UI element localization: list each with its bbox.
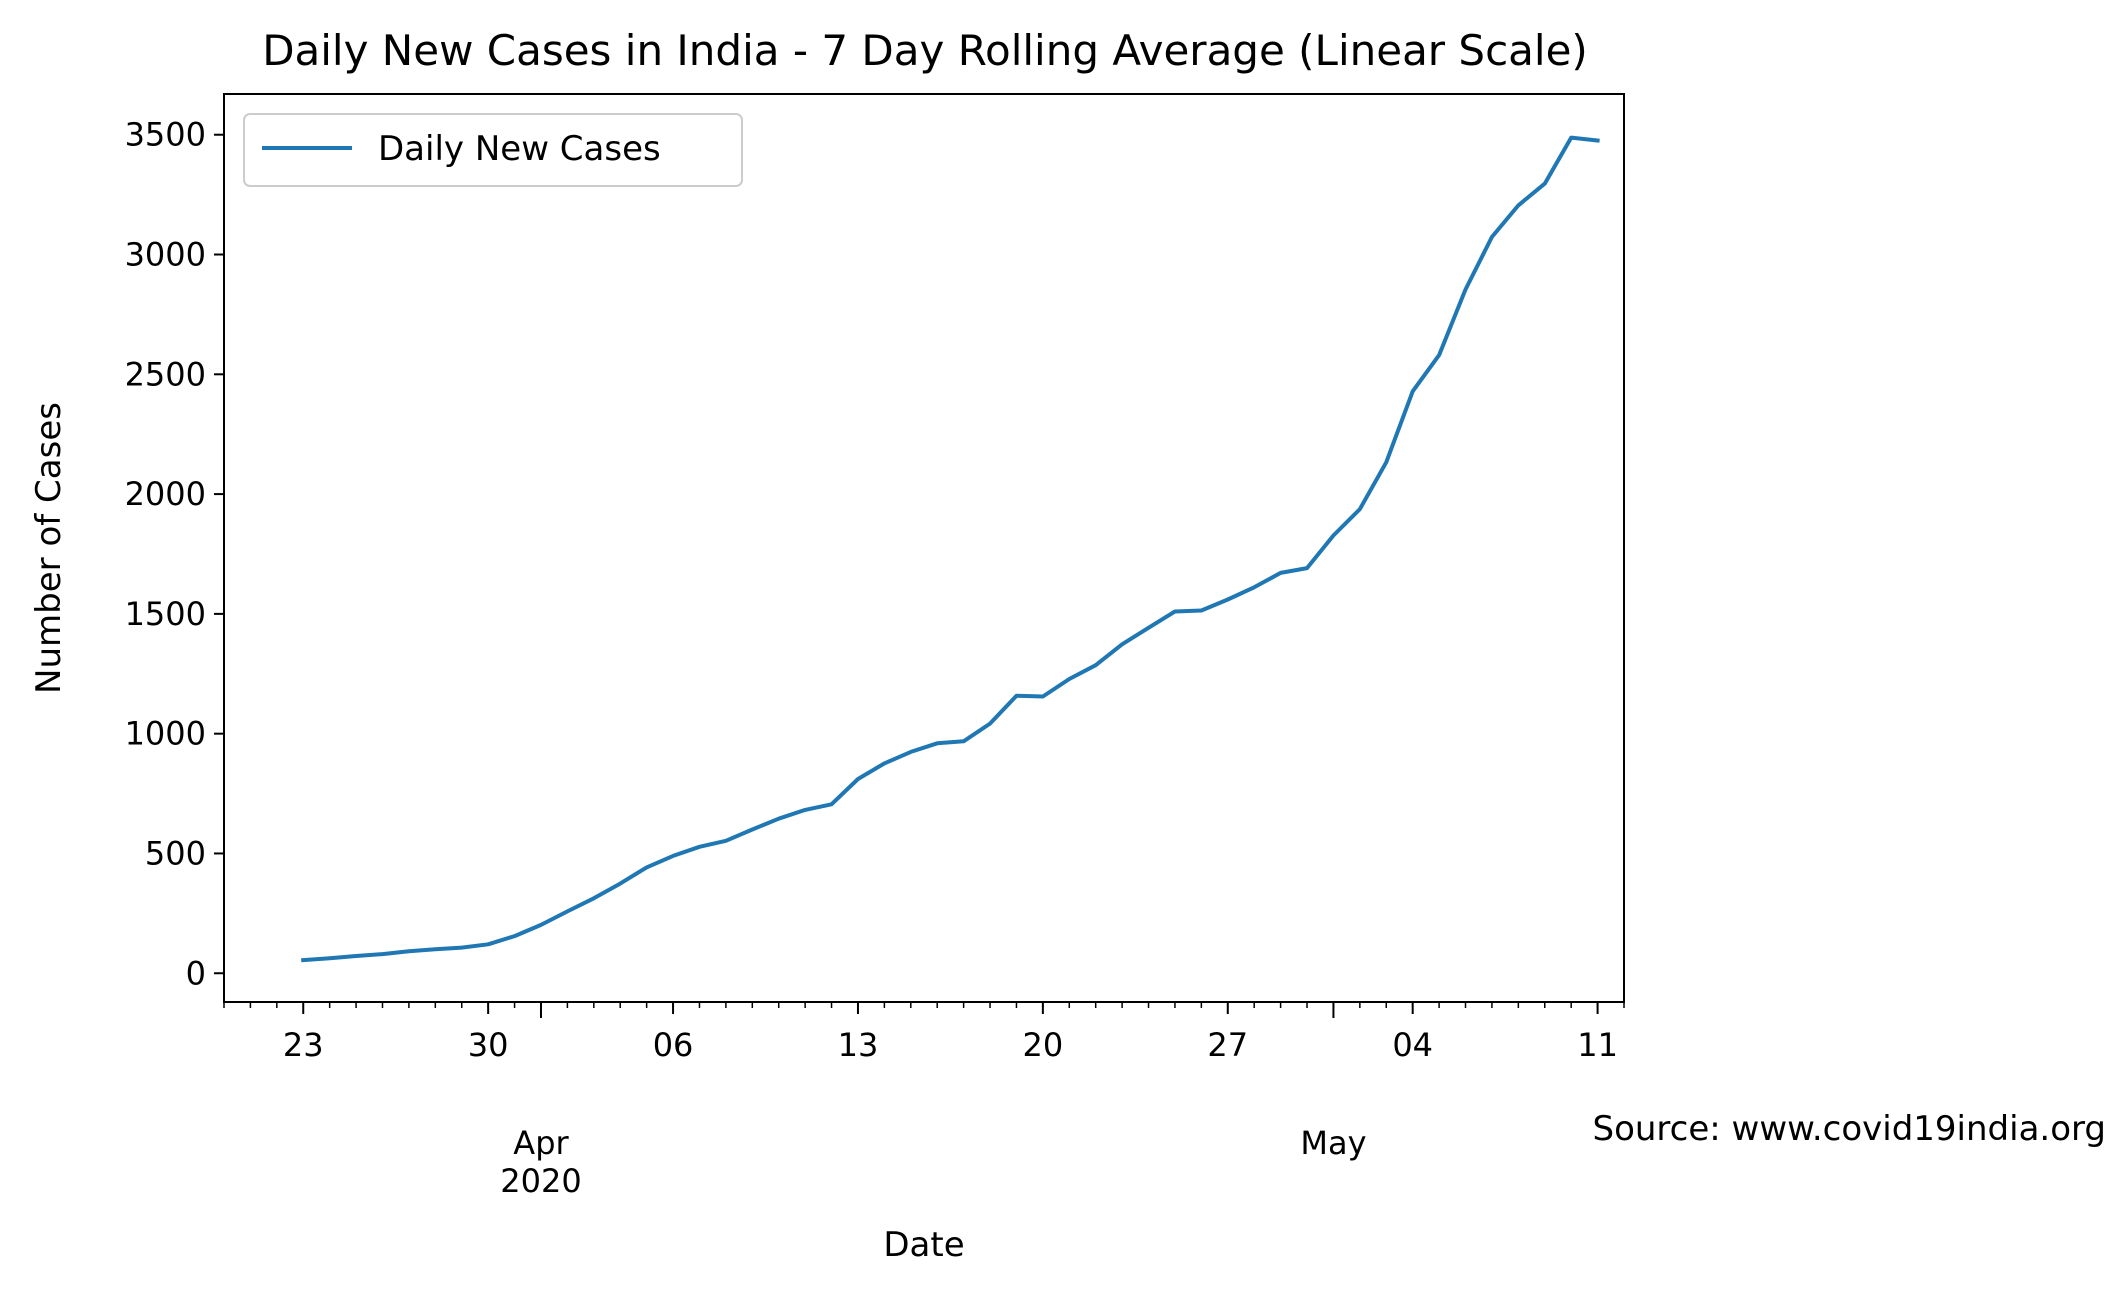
x-month-label: Apr xyxy=(513,1124,569,1162)
x-tick-label: 11 xyxy=(1577,1026,1618,1064)
y-tick-label: 2000 xyxy=(125,475,206,513)
x-tick-label: 06 xyxy=(653,1026,694,1064)
series-line-daily-new-cases xyxy=(301,135,1600,963)
y-tick-label: 1000 xyxy=(125,715,206,753)
x-tick-label: 27 xyxy=(1207,1026,1248,1064)
y-tick-label: 3000 xyxy=(125,236,206,274)
y-axis-label: Number of Cases xyxy=(29,402,69,694)
x-axis-label: Date xyxy=(883,1225,964,1265)
y-tick-label: 1500 xyxy=(125,595,206,633)
x-tick-label: 04 xyxy=(1392,1026,1433,1064)
x-tick-label: 20 xyxy=(1023,1026,1064,1064)
x-year-label: 2020 xyxy=(500,1162,581,1200)
x-month-label: May xyxy=(1300,1124,1366,1162)
plot-area-frame xyxy=(223,93,1625,1003)
chart-title: Daily New Cases in India - 7 Day Rolling… xyxy=(262,26,1588,75)
x-tick-label: 23 xyxy=(283,1026,324,1064)
y-tick-label: 2500 xyxy=(125,355,206,393)
x-tick-label: 13 xyxy=(838,1026,879,1064)
y-tick-label: 3500 xyxy=(125,116,206,154)
legend-box xyxy=(243,113,743,187)
x-tick-label: 30 xyxy=(468,1026,509,1064)
legend: Daily New Cases xyxy=(243,113,743,187)
y-axis-ticks: 0 500 1000 1500 2000 2500 3000 3500 xyxy=(125,116,224,992)
source-note: Source: www.covid19india.org xyxy=(1593,1109,2107,1149)
y-tick-label: 500 xyxy=(145,834,206,872)
y-tick-label: 0 xyxy=(186,954,206,992)
legend-entry-daily-new-cases: Daily New Cases xyxy=(378,129,661,169)
